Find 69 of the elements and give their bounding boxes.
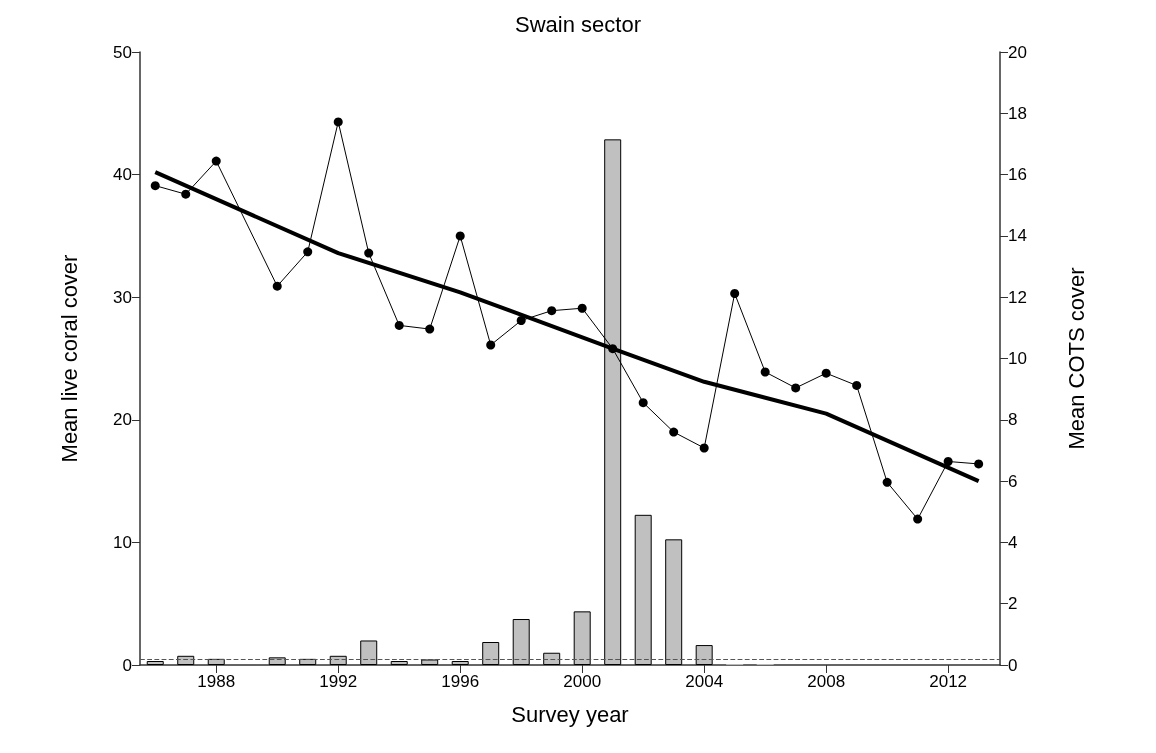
y2-tick-label: 2 [1008,594,1018,614]
bar [543,652,561,665]
bar [177,655,195,665]
bar [665,539,683,665]
y-axis-title: Mean live coral cover [56,254,82,463]
point [943,456,953,466]
point [669,427,679,437]
bar [146,661,164,665]
bar [512,619,530,665]
bar [634,514,652,665]
x-tick-label: 2004 [685,672,724,691]
y-tick-label: 50 [113,42,132,62]
bar [329,655,347,665]
bar [482,642,500,665]
point [516,316,526,325]
y2-tick-label: 16 [1008,165,1027,185]
y-tick-label: 10 [113,532,132,552]
y-tick-label: 0 [122,655,132,675]
point [547,306,557,316]
y2-tick-label: 18 [1008,103,1027,123]
point [303,247,313,257]
point [852,380,862,390]
point [181,189,191,199]
point [699,443,709,453]
point [638,398,648,408]
point [760,367,770,377]
y2-tick-label: 4 [1008,532,1018,552]
y-tick-label: 30 [113,287,132,307]
point [791,383,801,393]
point [486,340,496,350]
point [364,248,374,258]
y2-tick-label: 10 [1008,349,1027,368]
x-tick-label: 1996 [441,672,480,691]
point [272,281,282,291]
point [974,459,984,469]
point [913,514,923,524]
point [730,289,740,299]
bar [268,657,286,665]
x-tick-label: 2008 [807,672,846,691]
x-axis-title: Survey year [511,701,629,727]
bar [421,659,439,665]
y-tick-label: 40 [113,165,132,185]
x-tick-label: 1992 [319,672,358,691]
bar [573,611,591,665]
y2-tick-label: 0 [1008,655,1018,675]
y2-tick-label: 20 [1008,42,1027,62]
bar [451,661,469,665]
y2-tick-label: 12 [1008,287,1027,307]
y2-axis-title: Mean COTS cover [1063,267,1089,450]
y2-tick-label: 6 [1008,471,1018,491]
point [394,320,404,330]
y2-tick-label: 8 [1008,410,1018,430]
y2-tick-label: 14 [1008,226,1027,246]
point [821,368,831,378]
bar [390,661,408,665]
bar [695,645,713,665]
point [333,117,343,127]
point [211,156,221,166]
chart-title: Swain sector [515,11,641,37]
point [425,324,435,334]
point [882,477,892,487]
point [455,231,465,241]
point [150,181,160,191]
bar [360,640,378,665]
x-tick-label: 1988 [197,672,236,691]
point [577,303,587,313]
x-tick-label: 2000 [563,672,602,691]
x-tick-label: 2012 [929,672,968,691]
y-tick-label: 20 [113,410,132,430]
